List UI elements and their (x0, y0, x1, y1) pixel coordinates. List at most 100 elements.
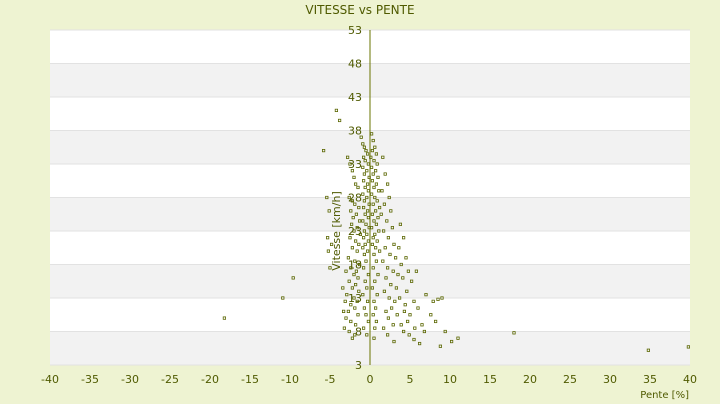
data-point (389, 282, 393, 287)
data-point (361, 155, 366, 159)
data-point (646, 348, 651, 352)
data-point (384, 276, 388, 280)
data-point (357, 205, 361, 210)
data-point (373, 279, 377, 283)
data-point (357, 262, 362, 267)
data-point (361, 326, 366, 330)
data-point (382, 289, 387, 293)
data-point (372, 159, 376, 163)
data-point (387, 296, 391, 300)
data-point (366, 162, 371, 166)
data-point (402, 309, 407, 314)
data-point (393, 256, 398, 260)
x-tick-label: -25 (161, 373, 179, 386)
data-point (373, 145, 377, 149)
x-tick-label: -40 (41, 373, 59, 386)
data-point (326, 249, 331, 253)
data-point (366, 319, 371, 324)
data-point (403, 303, 407, 307)
data-point (363, 159, 367, 163)
y-tick-label: 33 (348, 158, 362, 171)
data-point (412, 337, 416, 342)
data-point (350, 286, 355, 290)
data-point (374, 259, 379, 263)
data-point (356, 276, 360, 280)
data-point (383, 246, 387, 250)
data-point (353, 323, 358, 327)
data-point (365, 209, 370, 213)
data-point (376, 175, 380, 179)
data-point (353, 182, 358, 186)
data-point (377, 205, 382, 210)
x-tick-label: 20 (523, 373, 537, 386)
data-point (379, 212, 383, 216)
data-point (371, 313, 375, 317)
data-point (361, 266, 366, 270)
data-point (389, 209, 393, 213)
x-tick-label: 40 (683, 373, 697, 386)
data-point (325, 236, 330, 240)
x-tick-label: -10 (281, 373, 299, 386)
chart-title: VITESSE vs PENTE (305, 3, 414, 17)
data-point (388, 252, 392, 257)
data-point (374, 319, 379, 324)
data-point (347, 195, 351, 200)
data-point (337, 118, 342, 123)
data-point (358, 232, 363, 236)
data-point (386, 316, 391, 320)
data-point (395, 313, 399, 317)
data-point (364, 259, 368, 263)
data-point (370, 286, 375, 290)
data-point (385, 333, 390, 337)
data-point (413, 326, 417, 330)
y-tick-label: 3 (355, 359, 362, 372)
data-point (370, 148, 375, 153)
y-tick-label: 38 (348, 125, 362, 138)
data-point (329, 242, 334, 246)
data-point (362, 145, 367, 149)
data-point (405, 289, 409, 293)
data-point (373, 232, 377, 236)
data-point (353, 282, 358, 287)
y-axis-label: Vitesse [km/h] (330, 191, 343, 271)
y-tick-label: 8 (355, 326, 362, 339)
data-point (367, 202, 371, 206)
data-point (436, 297, 440, 301)
x-tick-label: 25 (563, 373, 577, 386)
data-point (387, 195, 391, 200)
data-point (405, 319, 410, 324)
data-point (375, 239, 379, 243)
data-point (407, 333, 411, 337)
data-point (438, 344, 443, 348)
data-point (342, 326, 347, 330)
data-point (341, 309, 346, 314)
data-point (362, 252, 367, 257)
data-point (353, 333, 357, 337)
data-point (354, 212, 359, 216)
data-point (350, 199, 355, 203)
data-point (393, 299, 397, 303)
data-point (365, 286, 369, 290)
data-point (363, 279, 367, 283)
data-point (352, 229, 356, 233)
data-point (392, 242, 396, 246)
data-point (404, 256, 408, 260)
data-point (370, 242, 375, 246)
data-point (374, 152, 379, 156)
data-point (362, 199, 367, 203)
data-point (372, 336, 376, 340)
data-point (408, 313, 412, 317)
data-point (345, 293, 349, 297)
data-point (365, 195, 369, 200)
data-point (364, 222, 368, 226)
data-point (365, 169, 369, 173)
data-point (373, 246, 378, 250)
data-point (346, 309, 351, 314)
data-point (354, 269, 359, 273)
x-tick-labels: -40 -35 -30 -25 -20 -15 -10 -5 0 5 10 15 20 25 30 35 40 (41, 373, 697, 386)
data-point (372, 219, 376, 223)
data-point (356, 185, 360, 190)
data-point (364, 313, 368, 317)
